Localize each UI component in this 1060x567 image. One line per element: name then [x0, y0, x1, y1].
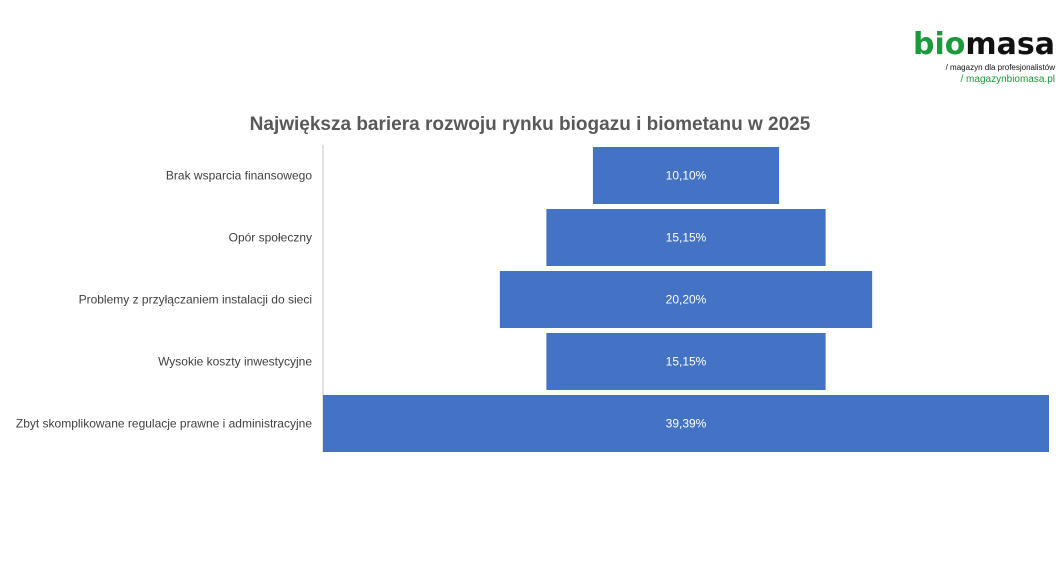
category-label: Wysokie koszty inwestycyjne: [158, 355, 312, 369]
logo-masa: masa: [965, 27, 1055, 62]
category-label: Zbyt skomplikowane regulacje prawne i ad…: [16, 417, 312, 431]
funnel-bar: [592, 147, 780, 204]
data-label: 39,39%: [666, 417, 707, 431]
funnel-bar: [546, 333, 826, 390]
funnel-bar: [499, 271, 873, 328]
category-label: Brak wsparcia finansowego: [166, 169, 312, 183]
category-label: Opór społeczny: [229, 231, 312, 245]
biomasa-logo: biomasa / magazyn dla profesjonalistów /…: [905, 28, 1055, 86]
funnel-bar: [546, 209, 826, 266]
logo-wordmark: biomasa: [905, 28, 1055, 62]
chart-title: Największa bariera rozwoju rynku biogazu…: [249, 114, 811, 135]
logo-bio: bio: [913, 27, 966, 62]
logo-url: / magazynbiomasa.pl: [960, 74, 1056, 85]
data-label: 15,15%: [666, 231, 707, 245]
logo-tagline: / magazyn dla profesjonalistów: [945, 63, 1055, 72]
category-label: Problemy z przyłączaniem instalacji do s…: [79, 293, 312, 307]
funnel-bar: [323, 395, 1049, 452]
data-label: 20,20%: [666, 293, 707, 307]
data-label: 10,10%: [666, 169, 707, 183]
data-label: 15,15%: [666, 355, 707, 369]
